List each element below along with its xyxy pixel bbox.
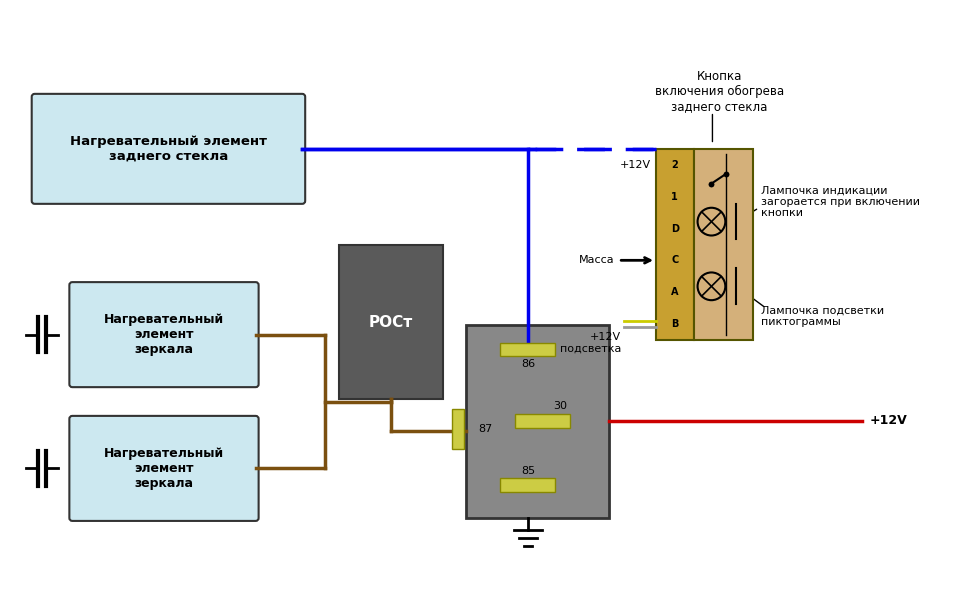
Text: Масса: Масса: [579, 255, 614, 266]
FancyBboxPatch shape: [69, 416, 258, 521]
Text: D: D: [671, 224, 679, 234]
Text: РОСт: РОСт: [369, 314, 413, 330]
Text: A: A: [671, 287, 679, 297]
Text: +12V: +12V: [620, 160, 651, 170]
Text: Кнопка
включения обогрева
заднего стекла: Кнопка включения обогрева заднего стекла: [655, 70, 784, 113]
Bar: [466, 324, 610, 518]
Bar: [339, 245, 443, 399]
FancyBboxPatch shape: [69, 282, 258, 387]
Bar: [694, 149, 753, 340]
Bar: [500, 343, 555, 356]
Text: 1: 1: [671, 192, 678, 202]
Text: B: B: [671, 319, 679, 329]
Text: 87: 87: [478, 424, 492, 434]
Text: 85: 85: [521, 466, 535, 476]
Text: Лампочка подсветки
пиктограммы: Лампочка подсветки пиктограммы: [761, 305, 884, 327]
Text: +12V: +12V: [870, 414, 908, 427]
Text: Нагревательный элемент
заднего стекла: Нагревательный элемент заднего стекла: [70, 135, 267, 163]
Bar: [656, 149, 694, 340]
Bar: [452, 409, 464, 448]
Text: Нагревательный
элемент
зеркала: Нагревательный элемент зеркала: [104, 447, 224, 490]
Text: Нагревательный
элемент
зеркала: Нагревательный элемент зеркала: [104, 313, 224, 356]
Text: +12V
подсветка: +12V подсветка: [560, 332, 621, 353]
Text: 2: 2: [671, 160, 678, 170]
Bar: [500, 478, 555, 492]
FancyBboxPatch shape: [32, 94, 305, 204]
Bar: [516, 414, 569, 428]
Text: C: C: [671, 255, 679, 266]
Text: 30: 30: [553, 401, 566, 411]
Text: 86: 86: [521, 359, 535, 369]
Text: Лампочка индикации
загорается при включении
кнопки: Лампочка индикации загорается при включе…: [761, 185, 920, 218]
